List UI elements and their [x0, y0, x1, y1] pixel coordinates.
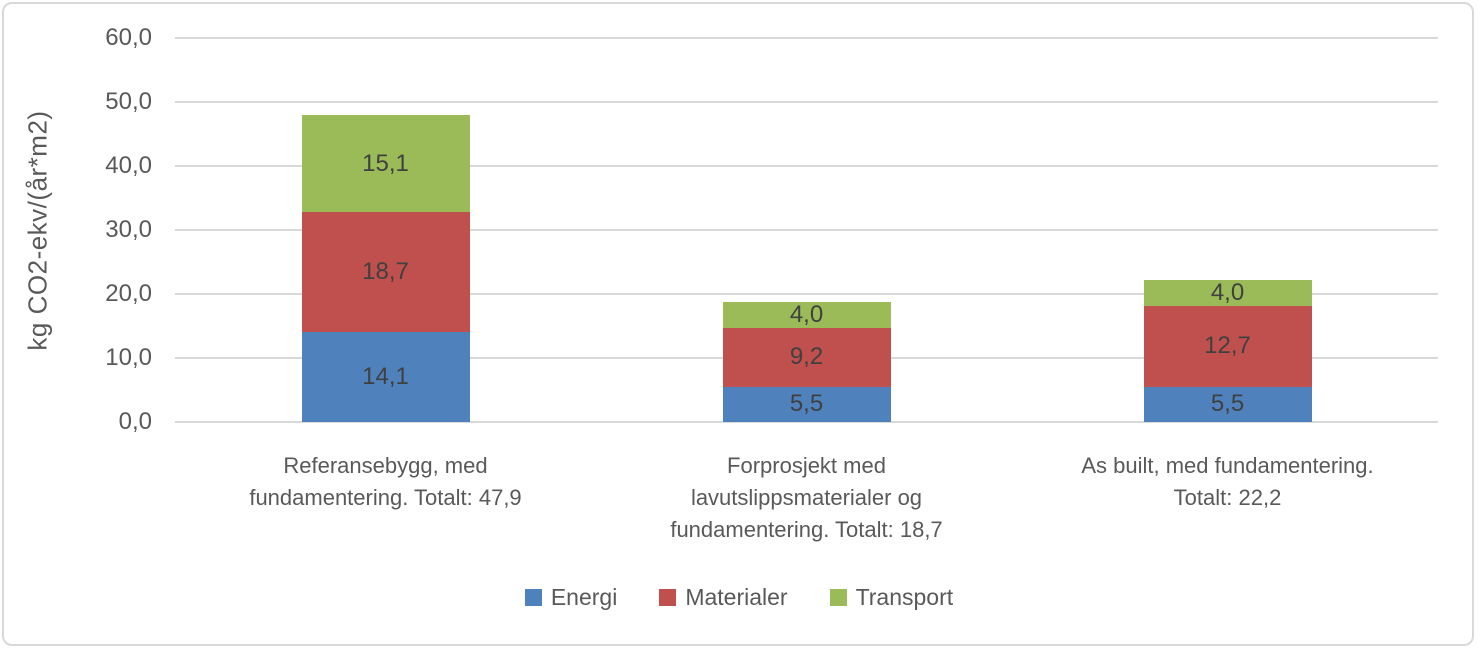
bar-value-label: 9,2	[789, 343, 824, 371]
gridline	[175, 165, 1438, 167]
bar-segment-transport: 4,0	[722, 301, 891, 329]
gridline	[175, 229, 1438, 231]
bar-segment-transport: 15,1	[301, 115, 470, 213]
bar-segment-energi: 5,5	[722, 386, 891, 422]
category-label-1: Referansebygg, med fundamentering. Total…	[175, 450, 596, 514]
plot-area: 14,1 18,7 15,1 5,5 9,2 4,0 5,5 12,7 4,0	[175, 37, 1438, 423]
y-axis-tick-label: 10,0	[105, 344, 152, 371]
gridline	[175, 421, 1438, 423]
legend: Energi Materialer Transport	[0, 586, 1478, 609]
legend-label: Materialer	[685, 584, 788, 610]
bar-value-label: 15,1	[362, 149, 409, 177]
bar-value-label: 12,7	[1204, 332, 1251, 360]
y-axis-tick-label: 20,0	[105, 280, 152, 307]
category-label-text: Referansebygg, med fundamentering. Total…	[249, 453, 522, 510]
legend-label: Energi	[550, 584, 618, 610]
bar-value-label: 4,0	[789, 301, 824, 329]
y-axis-tick-label: 0,0	[118, 408, 152, 435]
bar-segment-energi: 5,5	[1143, 386, 1312, 422]
bar-value-label: 14,1	[362, 362, 409, 390]
bar-stack-2: 5,5 9,2 4,0	[722, 301, 891, 422]
legend-label: Transport	[855, 584, 954, 610]
gridline	[175, 101, 1438, 103]
bar-segment-materialer: 9,2	[722, 327, 891, 387]
legend-color-swatch-icon	[524, 589, 542, 606]
legend-item-transport: Transport	[829, 584, 954, 610]
category-label-2: Forprosjekt med lavutslippsmaterialer og…	[596, 450, 1017, 546]
bar-value-label: 5,5	[789, 390, 824, 418]
category-label-text: As built, med fundamentering. Totalt: 22…	[1081, 453, 1374, 510]
bar-value-label: 18,7	[362, 257, 409, 285]
legend-item-energi: Energi	[524, 584, 618, 610]
bar-segment-transport: 4,0	[1143, 278, 1312, 306]
bar-segment-materialer: 18,7	[301, 212, 470, 332]
bar-stack-1: 14,1 18,7 15,1	[301, 115, 470, 422]
category-label-3: As built, med fundamentering. Totalt: 22…	[1017, 450, 1438, 514]
legend-item-materialer: Materialer	[659, 584, 788, 610]
y-axis-tick-label: 50,0	[105, 88, 152, 115]
y-axis-tick-label: 60,0	[105, 24, 152, 51]
legend-color-swatch-icon	[829, 589, 847, 606]
category-label-text: Forprosjekt med lavutslippsmaterialer og…	[670, 453, 943, 542]
legend-color-swatch-icon	[659, 589, 677, 606]
bar-stack-3: 5,5 12,7 4,0	[1143, 278, 1312, 422]
bar-segment-energi: 14,1	[301, 331, 470, 422]
bar-value-label: 4,0	[1210, 278, 1245, 306]
bar-segment-materialer: 12,7	[1143, 305, 1312, 387]
y-axis-tick-label: 40,0	[105, 152, 152, 179]
gridline	[175, 293, 1438, 295]
bar-value-label: 5,5	[1210, 390, 1245, 418]
y-axis-tick-label: 30,0	[105, 216, 152, 243]
gridline	[175, 37, 1438, 39]
